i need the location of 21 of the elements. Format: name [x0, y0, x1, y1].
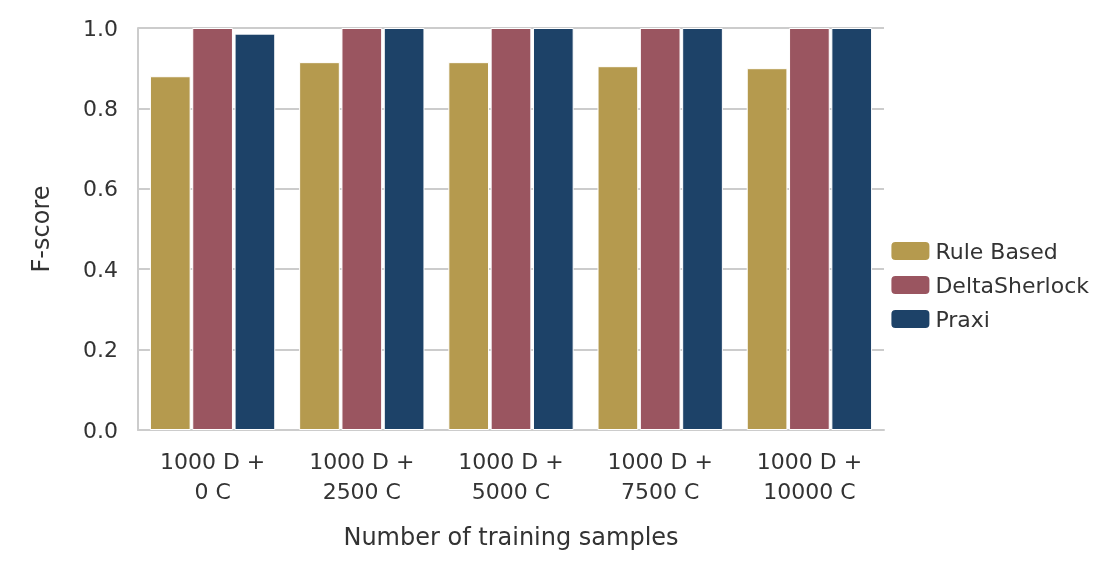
y-tick-label: 0.6: [83, 176, 118, 202]
x-tick-label: 1000 D + 2500 C: [309, 448, 415, 504]
bar: [383, 28, 425, 430]
y-tick-label: 0.2: [83, 337, 118, 363]
legend-label: DeltaSherlock: [935, 272, 1090, 298]
y-tick-label: 0.8: [83, 95, 118, 121]
y-tick-label: 0.4: [83, 256, 118, 282]
x-tick-label: 1000 D + 5000 C: [458, 448, 564, 504]
legend-label: Praxi: [935, 306, 990, 332]
x-tick-label: 1000 D + 7500 C: [607, 448, 713, 504]
bar: [532, 28, 574, 430]
bar: [597, 66, 639, 430]
legend-label: Rule Based: [935, 238, 1058, 264]
y-axis-title: F-score: [27, 185, 55, 273]
x-axis-title: Number of training samples: [343, 523, 679, 551]
x-tick-label: 1000 D + 0 C: [159, 448, 266, 504]
bar: [490, 28, 532, 430]
x-tick-label: 1000 D + 10000 C: [756, 448, 863, 504]
y-tick-label: 1.0: [83, 15, 118, 41]
y-tick-label: 0.0: [83, 417, 118, 443]
bar: [448, 62, 490, 430]
